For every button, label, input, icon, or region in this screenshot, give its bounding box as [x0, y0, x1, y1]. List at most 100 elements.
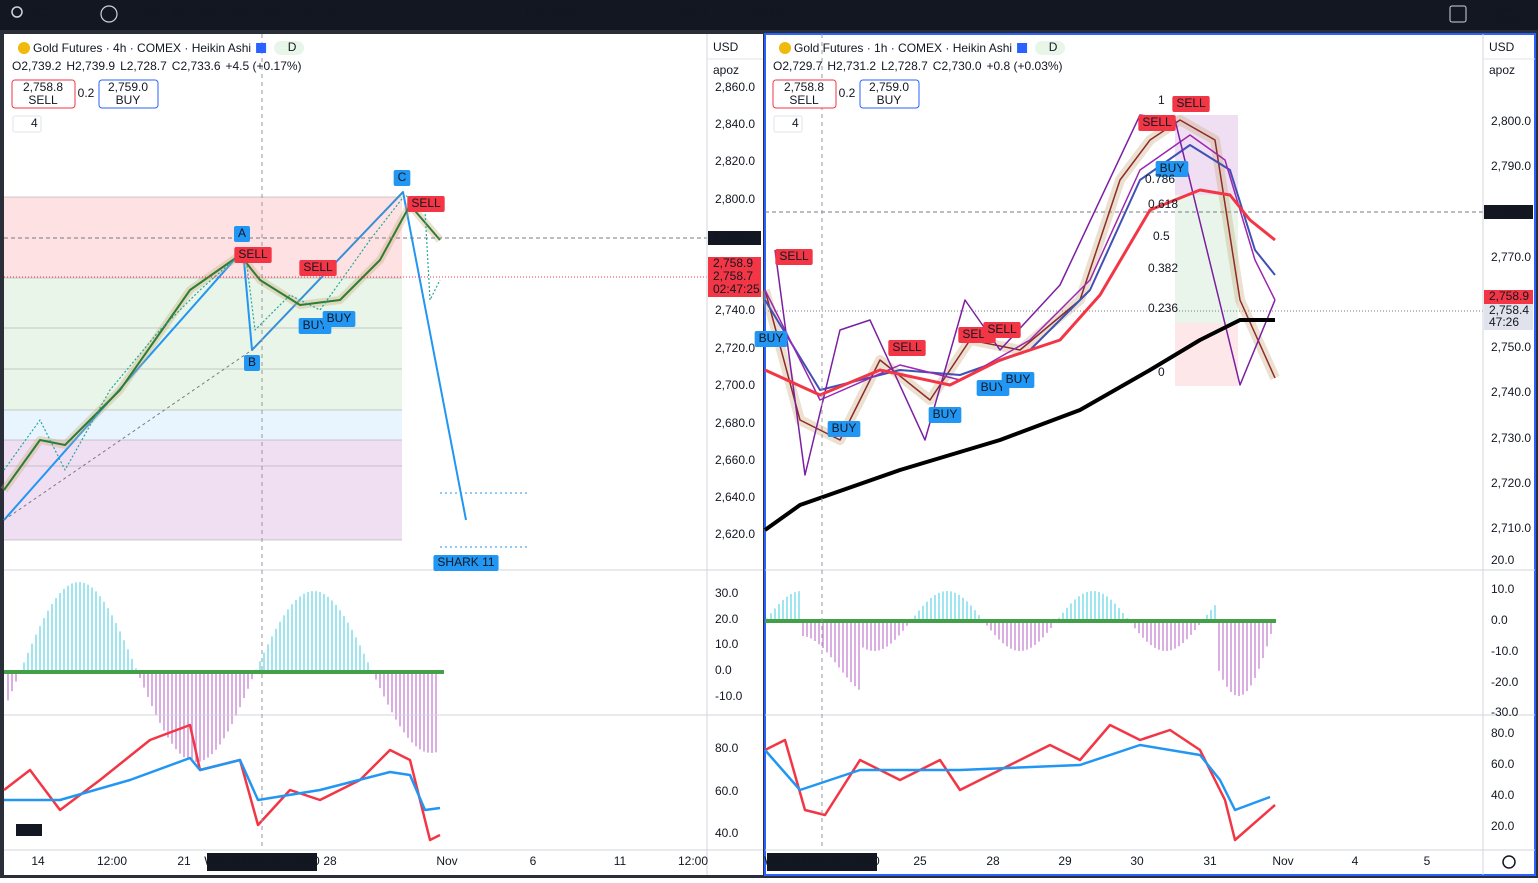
crosshair-time-bg: [207, 853, 317, 871]
indicators-button[interactable]: Indicators: [525, 6, 577, 20]
crosshair-time: Wed 23 Oct '24 16:00: [764, 854, 880, 868]
price-axis-label: 2,840.0: [715, 117, 755, 131]
indicator-count: 4: [792, 116, 799, 130]
interval-button[interactable]: 1h: [298, 6, 311, 20]
interval-button[interactable]: 1m: [142, 6, 159, 20]
time-axis-label: 11: [614, 854, 627, 868]
oscillator-axis-label: 20.0: [715, 612, 739, 626]
currency: USD: [1489, 40, 1515, 54]
unit: apoz: [1489, 63, 1515, 77]
time-axis-label: 12:00: [678, 854, 708, 868]
rsi-axis-label: 60.0: [715, 784, 739, 798]
save-button[interactable]: Save: [1495, 13, 1523, 27]
right-pane: [764, 33, 1536, 876]
flag-icon: [1017, 43, 1028, 53]
signal-box: [299, 260, 337, 276]
signal-box: [928, 407, 962, 423]
signal-box: [754, 331, 788, 347]
rsi-axis-label: 40.0: [1491, 788, 1515, 802]
price-tag: [708, 283, 761, 297]
price-axis-label: 2,680.0: [715, 416, 755, 430]
interval-button[interactable]: 5m: [198, 6, 215, 20]
signal-label: SELL: [1142, 115, 1172, 129]
buy-button[interactable]: [859, 79, 920, 109]
signal-box: [775, 249, 813, 265]
signal-label: BUY: [303, 318, 328, 332]
symbol[interactable]: GC1!: [28, 5, 57, 19]
fib-box-low: [1175, 323, 1238, 386]
signal-label: SHARK 11: [437, 555, 494, 569]
rsi-axis-label: 60.0: [1491, 757, 1515, 771]
signal-label: BUY: [1006, 372, 1031, 386]
oscillator-axis-label: 10.0: [1491, 582, 1515, 596]
time-axis-label: 31: [1203, 854, 1217, 868]
signal-box: [407, 196, 445, 212]
ohlc-value: H2,739.9: [66, 59, 115, 73]
interval-button[interactable]: 4h: [326, 6, 339, 20]
badge-bg: [1035, 41, 1066, 55]
price-tag-label: 2,758.4: [1489, 303, 1529, 317]
exchange-icon: [779, 42, 791, 54]
buy-button[interactable]: [98, 79, 159, 109]
signal-label: BUY: [981, 380, 1006, 394]
price-axis-label: 2,640.0: [715, 490, 755, 504]
signal-box: [976, 380, 1010, 396]
oscillator-axis-label: -10.0: [1491, 644, 1519, 658]
sell-price: 2,758.8: [784, 80, 824, 94]
alert-button[interactable]: Alert: [682, 6, 707, 20]
ohlc-value: O2,739.2: [12, 59, 62, 73]
price-tag-label: 2,758.7: [713, 269, 753, 283]
ma-black: [763, 318, 1275, 532]
tv-logo-mark: [16, 824, 42, 836]
ohlc-value: H2,731.2: [827, 59, 876, 73]
spread: 0.2: [78, 86, 95, 100]
sell-button[interactable]: [11, 79, 76, 109]
interval-button[interactable]: 15m: [226, 6, 249, 20]
signal-label: SELL: [779, 249, 809, 263]
signal-label: SELL: [1176, 96, 1206, 110]
interval-button[interactable]: D: [354, 6, 363, 20]
time-axis-label: 4: [1352, 854, 1359, 868]
indicator-toggle[interactable]: [12, 115, 42, 133]
oscillator-axis-label: -20.0: [1491, 675, 1519, 689]
rsi-slow: [764, 743, 1271, 812]
sell-label: SELL: [28, 93, 58, 107]
fib-level: 0.786: [1145, 172, 1175, 186]
signal-box: [233, 226, 251, 242]
price-tag-label: 2,780.2: [1489, 204, 1529, 218]
add-symbol[interactable]: [100, 5, 118, 23]
interval-button[interactable]: 30m: [262, 6, 285, 20]
signal-label: SELL: [238, 247, 268, 261]
price-axis-label: 2,750.0: [1491, 340, 1531, 354]
settings-icon[interactable]: [1502, 855, 1516, 869]
sell-button[interactable]: [772, 79, 837, 109]
signal-box: [888, 340, 926, 356]
signal-box: [243, 355, 261, 371]
price-axis-label: 2,740.0: [715, 303, 755, 317]
price-axis-label: 2,820.0: [715, 154, 755, 168]
signal-label: SELL: [303, 260, 333, 274]
indicator-count: 4: [31, 116, 38, 130]
time-axis-label: 12:00: [97, 854, 127, 868]
ohlc-value: L2,728.7: [120, 59, 167, 73]
indicator-toggle[interactable]: [773, 115, 803, 133]
buy-price: 2,759.0: [869, 80, 909, 94]
price-axis-label: 2,660.0: [715, 453, 755, 467]
buy-label: BUY: [116, 93, 141, 107]
price-tag: [708, 270, 761, 284]
pane-title: Gold Futures · 4h · COMEX · Heikin Ashi: [33, 41, 251, 55]
account-button[interactable]: Star: [1493, 1, 1515, 15]
interval-button[interactable]: 3m: [170, 6, 187, 20]
fib-level: 0.236: [1148, 301, 1178, 315]
replay-button[interactable]: Replay: [750, 6, 787, 20]
fib-zone: [4, 410, 402, 440]
flag-icon: [256, 43, 267, 53]
signal-label: SELL: [892, 340, 922, 354]
signal-label: C: [398, 170, 407, 184]
signal-box: [433, 555, 499, 571]
badge-bg: [274, 41, 305, 55]
left-pane: [4, 34, 763, 875]
signal-label: A: [238, 226, 246, 240]
price-axis-label: 2,800.0: [715, 192, 755, 206]
